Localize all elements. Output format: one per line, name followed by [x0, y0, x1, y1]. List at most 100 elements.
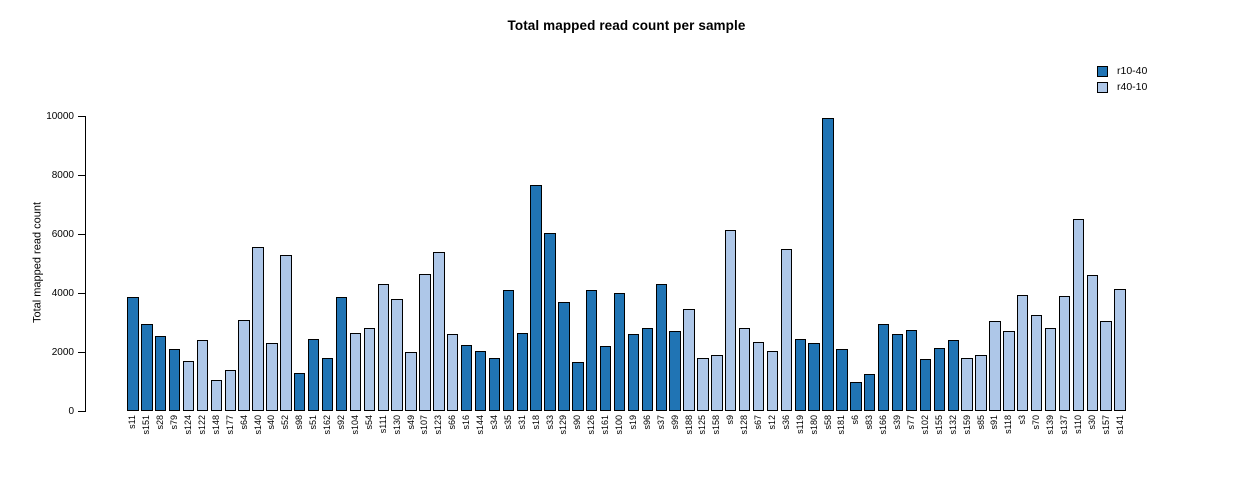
y-tick-label: 4000 — [51, 288, 74, 299]
x-tick-label-s148: s148 — [210, 415, 221, 435]
bar-s107 — [419, 273, 431, 411]
y-tick-label: 10000 — [46, 111, 74, 122]
x-tick-label-s34: s34 — [488, 415, 499, 430]
x-tick-label-s102: s102 — [919, 415, 930, 435]
x-tick-label-s6: s6 — [850, 415, 861, 425]
x-tick-label-s177: s177 — [224, 415, 235, 435]
y-tick-label: 6000 — [51, 229, 74, 240]
x-tick-label-s98: s98 — [294, 415, 305, 430]
x-tick-label-s91: s91 — [989, 415, 1000, 430]
bar-s128 — [738, 328, 751, 411]
x-tick-label-s67: s67 — [753, 415, 764, 430]
bar-s181 — [836, 349, 848, 411]
bar-s98 — [294, 372, 306, 411]
x-tick-label-s151: s151 — [141, 415, 152, 435]
bar-s28 — [155, 335, 167, 411]
bar-s119 — [794, 338, 806, 411]
bar-s188 — [683, 309, 695, 411]
bar-s40 — [266, 343, 278, 411]
bar-s177 — [224, 369, 236, 411]
bar-s36 — [780, 248, 793, 411]
plot-area — [126, 116, 1127, 411]
x-tick-label-s16: s16 — [461, 415, 472, 430]
bar-s157 — [1100, 321, 1112, 411]
x-tick-label-s12: s12 — [766, 415, 777, 430]
bar-s140 — [252, 247, 264, 411]
x-tick-label-s137: s137 — [1058, 415, 1069, 435]
x-tick-label-s129: s129 — [558, 415, 569, 435]
bar-s92 — [335, 297, 348, 411]
legend-swatch-dark-icon — [1097, 65, 1108, 77]
bar-s155 — [933, 347, 945, 411]
bar-s102 — [919, 359, 932, 411]
bar-s37 — [655, 284, 667, 411]
x-tick-label-s139: s139 — [1045, 415, 1056, 435]
legend-label-r10-40: r10-40 — [1117, 64, 1148, 77]
bar-s129 — [558, 301, 570, 411]
bar-s39 — [891, 334, 904, 411]
x-tick-label-s181: s181 — [836, 415, 847, 435]
x-tick-label-s100: s100 — [614, 415, 625, 435]
x-tick-label-s144: s144 — [475, 415, 486, 435]
x-tick-label-s49: s49 — [405, 415, 416, 430]
x-tick-label-s119: s119 — [794, 415, 805, 434]
bar-s91 — [989, 321, 1001, 411]
x-tick-label-s161: s161 — [600, 415, 611, 435]
x-tick-label-s159: s159 — [961, 415, 972, 435]
bar-s162 — [321, 357, 334, 411]
x-tick-label-s58: s58 — [822, 415, 833, 430]
legend-item-r10-40: r10-40 — [1097, 63, 1147, 79]
legend-swatch-light-icon — [1097, 81, 1108, 93]
x-tick-label-s162: s162 — [322, 415, 333, 435]
x-tick-label-s18: s18 — [530, 415, 541, 430]
x-tick-label-s110: s110 — [1072, 415, 1083, 434]
y-axis-line — [85, 116, 86, 412]
x-tick-label-s28: s28 — [155, 415, 166, 430]
y-tick — [78, 352, 85, 353]
y-tick-label: 2000 — [51, 347, 74, 358]
bar-s51 — [307, 338, 320, 411]
x-tick-label-s107: s107 — [419, 415, 430, 435]
x-tick-label-s85: s85 — [975, 415, 986, 430]
bar-s132 — [947, 340, 959, 411]
bar-s151 — [141, 324, 153, 411]
bar-s66 — [447, 334, 459, 411]
bar-s58 — [822, 117, 834, 411]
y-tick — [78, 411, 85, 412]
bar-s30 — [1086, 275, 1098, 411]
bar-s52 — [280, 254, 292, 411]
bar-s70 — [1030, 315, 1043, 411]
x-tick-label-s132: s132 — [947, 415, 958, 435]
x-tick-label-s96: s96 — [641, 415, 652, 430]
x-tick-label-s19: s19 — [627, 415, 638, 430]
bar-s166 — [878, 324, 890, 411]
x-tick-label-s40: s40 — [266, 415, 277, 430]
x-tick-label-s90: s90 — [572, 415, 583, 430]
bar-s148 — [210, 380, 223, 411]
bar-s49 — [405, 352, 417, 411]
y-tick — [78, 116, 85, 117]
x-tick-label-s166: s166 — [878, 415, 889, 435]
x-tick-label-s128: s128 — [739, 415, 750, 435]
bar-s161 — [599, 346, 612, 411]
x-tick-label-s140: s140 — [252, 415, 263, 435]
bar-s118 — [1003, 331, 1015, 411]
bar-s122 — [196, 340, 209, 411]
x-tick-label-s141: s141 — [1114, 415, 1125, 435]
bar-s77 — [905, 329, 918, 411]
x-tick-label-s125: s125 — [697, 415, 708, 435]
x-tick-label-s77: s77 — [906, 415, 916, 430]
bar-s35 — [502, 290, 515, 411]
legend: r10-40 r40-10 — [1097, 63, 1147, 95]
x-tick-label-s123: s123 — [433, 415, 444, 435]
x-tick-label-s99: s99 — [669, 415, 680, 430]
bar-s85 — [975, 355, 987, 411]
x-tick-label-s124: s124 — [183, 415, 194, 435]
x-tick-label-s83: s83 — [864, 415, 875, 430]
x-tick-label-s155: s155 — [933, 415, 944, 435]
bar-s90 — [572, 362, 584, 411]
x-tick-label-s92: s92 — [335, 415, 346, 430]
x-tick-label-s39: s39 — [892, 415, 903, 430]
bar-s123 — [433, 251, 445, 411]
